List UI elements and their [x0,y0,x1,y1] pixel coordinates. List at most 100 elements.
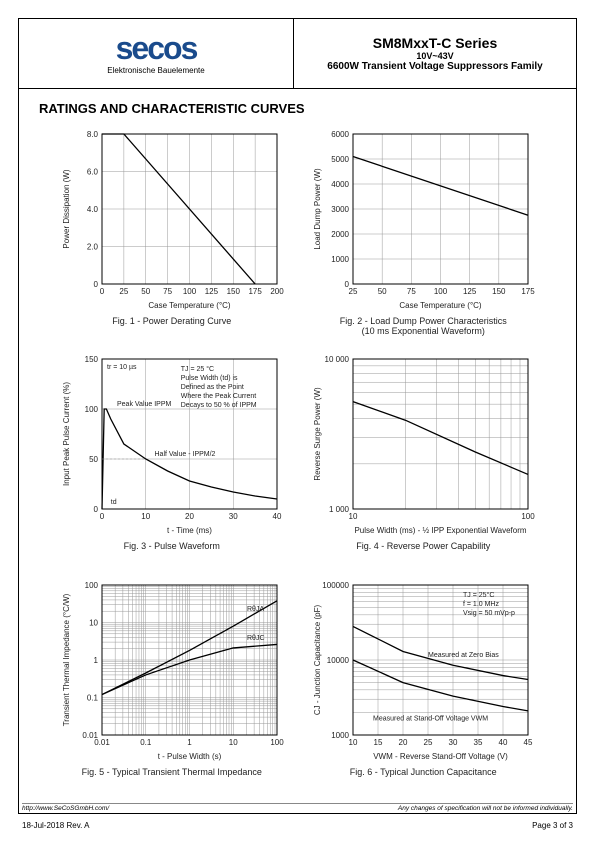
svg-text:RθJA: RθJA [247,606,264,613]
svg-text:t - Pulse Width (s): t - Pulse Width (s) [157,752,221,761]
fig2-caption-sub: (10 ms Exponential Waveform) [362,326,485,336]
svg-text:CJ - Junction Capacitance (pF): CJ - Junction Capacitance (pF) [313,604,322,715]
svg-text:0.1: 0.1 [140,738,152,747]
svg-text:1000: 1000 [331,731,349,740]
svg-text:4.0: 4.0 [87,205,99,214]
svg-text:100: 100 [84,581,98,590]
svg-text:20: 20 [399,738,408,747]
svg-text:RθJC: RθJC [247,635,265,642]
fig4-cell: 10 100 1 000 10 000 Pulse Width (ms) - ½ IPP… [301,349,547,568]
page-border: secos Elektronische Bauelemente SM8MxxT-… [18,18,577,814]
svg-text:Input Peak Pulse Current (%): Input Peak Pulse Current (%) [62,382,71,486]
logo: secos [116,32,197,64]
svg-text:15: 15 [374,738,383,747]
svg-text:8.0: 8.0 [87,130,99,139]
fig6-cell: 1015202530354045100010000100000VWM - Rev… [301,575,547,794]
fig1-caption: Fig. 1 - Power Derating Curve [112,316,231,326]
svg-text:100000: 100000 [323,581,350,590]
svg-text:f = 1.0 MHz: f = 1.0 MHz [463,601,499,608]
svg-text:t - Time (ms): t - Time (ms) [167,526,212,535]
fig1-cell: 025507510012515017520002.04.06.08.0Case … [49,124,295,343]
svg-text:1 000: 1 000 [329,505,350,514]
svg-text:Pulse Width (td) is: Pulse Width (td) is [181,375,238,382]
svg-text:0: 0 [345,280,350,289]
svg-text:10 000: 10 000 [325,355,350,364]
svg-text:150: 150 [226,287,240,296]
footer-date: 18-Jul-2018 Rev. A [22,821,89,830]
svg-text:Peak Value IPPM: Peak Value IPPM [117,401,172,408]
svg-text:3000: 3000 [331,205,349,214]
svg-text:0: 0 [100,512,105,521]
svg-text:150: 150 [492,287,506,296]
footer-disclaimer: Any changes of specification will not be… [398,805,573,812]
svg-text:10: 10 [89,618,98,627]
fig6-caption: Fig. 6 - Typical Junction Capacitance [350,767,497,777]
footer-url: http://www.SeCoSGmbH.com/ [22,805,109,812]
svg-text:1: 1 [93,656,98,665]
svg-text:100: 100 [84,405,98,414]
svg-text:VWM - Reverse Stand-Off Voltag: VWM - Reverse Stand-Off Voltage (V) [373,752,508,761]
svg-text:0: 0 [100,287,105,296]
svg-text:Measured at Zero Bias: Measured at Zero Bias [428,652,499,659]
svg-text:45: 45 [524,738,533,747]
svg-text:6.0: 6.0 [87,168,99,177]
header-logo-section: secos Elektronische Bauelemente [19,19,294,88]
fig6-chart: 1015202530354045100010000100000VWM - Rev… [308,575,538,765]
svg-text:30: 30 [229,512,238,521]
svg-text:Half Value - IPPM/2: Half Value - IPPM/2 [154,451,215,458]
svg-text:50: 50 [378,287,387,296]
svg-text:75: 75 [407,287,416,296]
svg-text:0.01: 0.01 [82,731,98,740]
logo-subtitle: Elektronische Bauelemente [107,66,204,75]
svg-text:10: 10 [349,738,358,747]
fig2-chart: 2550751001251501750100020003000400050006… [308,124,538,314]
svg-text:Case Temperature (°C): Case Temperature (°C) [400,301,483,310]
svg-text:50: 50 [89,455,98,464]
svg-text:25: 25 [119,287,128,296]
svg-text:Power Dissipation (W): Power Dissipation (W) [62,169,71,248]
fig5-caption: Fig. 5 - Typical Transient Thermal Imped… [82,767,262,777]
svg-text:td: td [111,499,117,506]
svg-text:125: 125 [204,287,218,296]
fig4-chart: 10 100 1 000 10 000 Pulse Width (ms) - ½ IPP… [308,349,538,539]
section-title: RATINGS AND CHARACTERISTIC CURVES [39,101,556,116]
svg-text:100: 100 [183,287,197,296]
svg-text:100: 100 [270,738,284,747]
svg-text:Case Temperature (°C): Case Temperature (°C) [148,301,231,310]
fig3-caption: Fig. 3 - Pulse Waveform [124,541,220,551]
svg-text:10: 10 [349,512,358,521]
series-voltage: 10V~43V [416,51,453,61]
svg-text:2000: 2000 [331,230,349,239]
svg-text:Defined as the Point: Defined as the Point [181,384,244,391]
svg-text:Reverse Surge Power (W): Reverse Surge Power (W) [313,387,322,481]
svg-text:Pulse Width (ms) - ½ IPP Expon: Pulse Width (ms) - ½ IPP Exponential Wav… [355,526,527,535]
fig5-chart: 0.010.11101000.010.1110100t - Pulse Widt… [57,575,287,765]
svg-text:25: 25 [424,738,433,747]
svg-text:1000: 1000 [331,255,349,264]
subfooter: 18-Jul-2018 Rev. A Page 3 of 3 [22,821,573,830]
fig5-cell: 0.010.11101000.010.1110100t - Pulse Widt… [49,575,295,794]
svg-text:100: 100 [522,512,536,521]
svg-text:0.1: 0.1 [87,693,99,702]
header-title-section: SM8MxxT-C Series 10V~43V 6600W Transient… [294,19,576,88]
svg-text:5000: 5000 [331,155,349,164]
svg-text:Where the Peak Current: Where the Peak Current [181,393,257,400]
fig1-chart: 025507510012515017520002.04.06.08.0Case … [57,124,287,314]
svg-text:35: 35 [474,738,483,747]
svg-text:2.0: 2.0 [87,243,99,252]
svg-text:6000: 6000 [331,130,349,139]
fig2-caption-main: Fig. 2 - Load Dump Power Characteristics [340,316,507,326]
svg-text:50: 50 [141,287,150,296]
footer: http://www.SeCoSGmbH.com/ Any changes of… [22,803,573,812]
charts-grid: 025507510012515017520002.04.06.08.0Case … [19,124,576,804]
svg-text:200: 200 [270,287,284,296]
svg-text:100: 100 [434,287,448,296]
footer-page: Page 3 of 3 [532,821,573,830]
series-title: SM8MxxT-C Series [373,35,498,51]
header: secos Elektronische Bauelemente SM8MxxT-… [19,19,576,89]
svg-text:30: 30 [449,738,458,747]
svg-text:0: 0 [93,505,98,514]
svg-text:175: 175 [522,287,536,296]
svg-text:0: 0 [93,280,98,289]
fig3-cell: 010203040050100150t - Time (ms)Input Pea… [49,349,295,568]
